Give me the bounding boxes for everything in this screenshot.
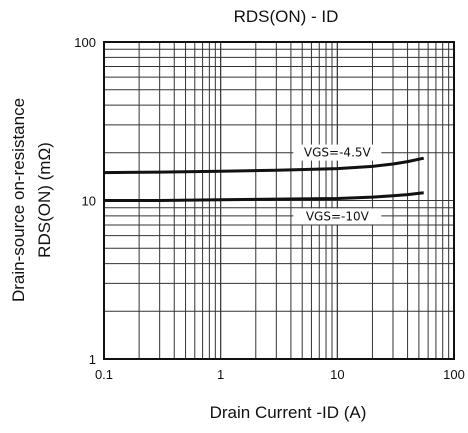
x-tick-label: 1 bbox=[217, 367, 224, 382]
plot-frame bbox=[103, 41, 455, 360]
x-tick-label: 0.1 bbox=[95, 367, 113, 382]
y-tick-label: 1 bbox=[89, 352, 96, 367]
grid bbox=[104, 42, 454, 359]
y-tick-label: 10 bbox=[82, 194, 96, 209]
y-axis-label-line1: Drain-source on-resistance bbox=[9, 98, 28, 302]
x-tick-label: 10 bbox=[330, 367, 344, 382]
y-tick-labels: 1 10 100 bbox=[74, 35, 96, 367]
x-axis-label: Drain Current -ID (A) bbox=[210, 403, 367, 422]
series-label: VGS=-10V bbox=[306, 209, 370, 223]
y-axis-label-line2: RDS(ON) (mΩ) bbox=[35, 142, 54, 258]
chart-title: RDS(ON) - ID bbox=[234, 7, 339, 26]
series-labels: VGS=-4.5V VGS=-10V bbox=[293, 144, 382, 225]
series-label: VGS=-4.5V bbox=[304, 146, 372, 160]
y-tick-label: 100 bbox=[74, 35, 96, 50]
series-label-background bbox=[293, 208, 382, 225]
series-group bbox=[103, 156, 425, 202]
series-line bbox=[103, 156, 425, 175]
x-tick-label: 100 bbox=[443, 367, 465, 382]
series-label-background bbox=[293, 144, 382, 161]
series-line bbox=[104, 191, 424, 202]
x-tick-labels: 0.1 1 10 100 bbox=[95, 367, 465, 382]
